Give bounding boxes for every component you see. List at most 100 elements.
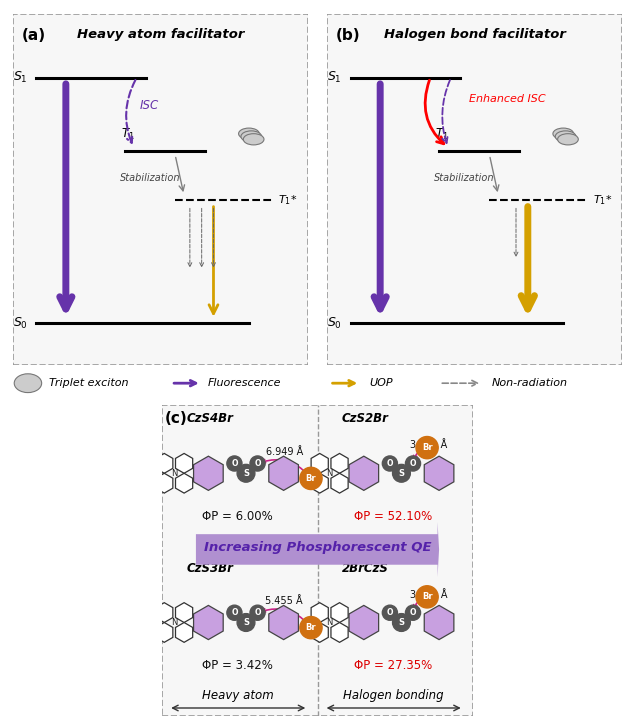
Polygon shape — [269, 605, 298, 640]
Text: Enhanced ISC: Enhanced ISC — [469, 94, 545, 104]
Text: S: S — [243, 618, 249, 627]
Polygon shape — [156, 453, 173, 474]
Circle shape — [227, 605, 242, 620]
Text: Fluorescence: Fluorescence — [208, 378, 281, 388]
Text: O: O — [410, 459, 417, 468]
Text: S: S — [398, 618, 404, 627]
Text: (a): (a) — [22, 28, 46, 43]
Polygon shape — [175, 453, 192, 474]
Circle shape — [300, 617, 322, 638]
Text: $T_1$*: $T_1$* — [593, 194, 612, 208]
Ellipse shape — [239, 128, 259, 140]
Text: CzS4Br: CzS4Br — [186, 412, 233, 425]
Text: Br: Br — [305, 474, 316, 483]
Text: ISC: ISC — [140, 99, 159, 112]
Circle shape — [237, 614, 255, 631]
Ellipse shape — [553, 128, 573, 140]
Text: 6.949 Å: 6.949 Å — [265, 448, 303, 457]
Text: UOP: UOP — [370, 378, 393, 388]
Circle shape — [250, 456, 265, 471]
Ellipse shape — [241, 131, 262, 142]
Text: 3.322 Å: 3.322 Å — [410, 590, 447, 599]
Circle shape — [237, 464, 255, 482]
Text: 2BrCzS: 2BrCzS — [342, 562, 389, 575]
Text: ΦP = 52.10%: ΦP = 52.10% — [354, 510, 432, 523]
Ellipse shape — [558, 134, 578, 145]
Text: O: O — [387, 608, 393, 617]
Text: 3.193 Å: 3.193 Å — [410, 440, 447, 450]
Text: N: N — [326, 618, 333, 627]
Text: Triplet exciton: Triplet exciton — [50, 378, 129, 388]
Text: Stabilization: Stabilization — [120, 173, 180, 182]
Text: O: O — [231, 459, 237, 468]
Text: $T_1$: $T_1$ — [436, 127, 449, 142]
Polygon shape — [269, 456, 298, 490]
Text: (c): (c) — [165, 411, 188, 426]
Ellipse shape — [243, 134, 264, 145]
Text: S: S — [398, 469, 404, 478]
Circle shape — [405, 456, 420, 471]
Text: N: N — [326, 469, 333, 478]
Text: N: N — [171, 618, 177, 627]
Text: $S_1$: $S_1$ — [327, 70, 342, 85]
Polygon shape — [311, 474, 328, 493]
Text: $T_1$: $T_1$ — [121, 127, 135, 142]
Text: Br: Br — [422, 443, 432, 452]
Ellipse shape — [14, 374, 42, 393]
Circle shape — [382, 456, 398, 471]
Polygon shape — [311, 603, 328, 623]
Polygon shape — [194, 605, 223, 640]
Text: O: O — [231, 608, 237, 617]
Text: O: O — [387, 459, 393, 468]
Text: N: N — [171, 469, 177, 478]
Text: O: O — [254, 608, 261, 617]
Polygon shape — [156, 623, 173, 642]
Circle shape — [382, 605, 398, 620]
Polygon shape — [175, 603, 192, 623]
Text: ΦP = 27.35%: ΦP = 27.35% — [354, 659, 432, 672]
Text: S: S — [243, 469, 249, 478]
Polygon shape — [156, 474, 173, 493]
Text: Increasing Phosphorescent QE: Increasing Phosphorescent QE — [204, 542, 431, 555]
Text: (b): (b) — [336, 28, 361, 43]
Text: O: O — [410, 608, 417, 617]
Text: Heavy atom: Heavy atom — [203, 689, 274, 702]
Text: ΦP = 3.42%: ΦP = 3.42% — [202, 659, 273, 672]
Text: Halogen bond facilitator: Halogen bond facilitator — [384, 28, 566, 41]
Polygon shape — [331, 603, 348, 623]
Text: Heavy atom facilitator: Heavy atom facilitator — [77, 28, 244, 41]
Circle shape — [416, 437, 438, 458]
Polygon shape — [424, 605, 454, 640]
Text: CzS3Br: CzS3Br — [186, 562, 233, 575]
Text: Halogen bonding: Halogen bonding — [344, 689, 444, 702]
Text: 5.455 Å: 5.455 Å — [265, 596, 303, 607]
Polygon shape — [349, 605, 378, 640]
Text: $S_0$: $S_0$ — [13, 315, 27, 330]
Polygon shape — [331, 474, 348, 493]
Polygon shape — [311, 623, 328, 642]
Polygon shape — [311, 453, 328, 474]
Text: CzS2Br: CzS2Br — [342, 412, 389, 425]
Text: Br: Br — [422, 592, 432, 602]
Text: $S_1$: $S_1$ — [13, 70, 27, 85]
Circle shape — [416, 586, 438, 608]
Circle shape — [227, 456, 242, 471]
Text: $T_1$*: $T_1$* — [279, 194, 298, 208]
Ellipse shape — [555, 131, 576, 142]
Text: Br: Br — [305, 623, 316, 632]
Text: O: O — [254, 459, 261, 468]
Circle shape — [392, 464, 410, 482]
Text: Non-radiation: Non-radiation — [491, 378, 567, 388]
Text: $S_0$: $S_0$ — [327, 315, 342, 330]
Text: ΦP = 6.00%: ΦP = 6.00% — [202, 510, 273, 523]
Polygon shape — [331, 623, 348, 642]
Polygon shape — [349, 456, 378, 490]
Polygon shape — [175, 474, 192, 493]
Circle shape — [300, 467, 322, 489]
FancyBboxPatch shape — [327, 14, 622, 365]
FancyBboxPatch shape — [13, 14, 308, 365]
FancyBboxPatch shape — [162, 405, 473, 716]
Circle shape — [405, 605, 420, 620]
Polygon shape — [175, 623, 192, 642]
Polygon shape — [194, 456, 223, 490]
